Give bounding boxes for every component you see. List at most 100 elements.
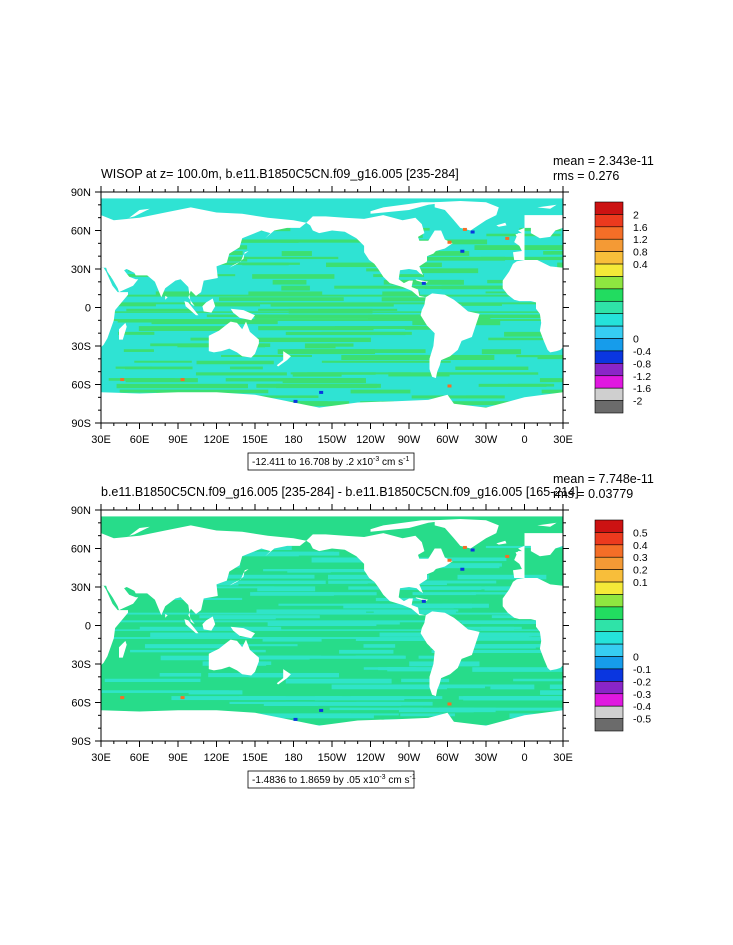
x-tick-label: 150W [318,752,347,764]
field-band [321,360,451,363]
field-band [101,612,563,615]
chart-title: b.e11.B1850C5CN.f09_g16.005 [235-284] - … [101,485,579,499]
land-mask [671,640,721,676]
field-band [235,626,282,631]
colorbar-box [594,288,624,302]
map-panel-bottom: b.e11.B1850C5CN.f09_g16.005 [235-284] - … [71,472,721,789]
colorbar-box [594,631,624,645]
field-band [401,557,507,562]
field-band [119,389,200,393]
field-band [134,360,192,363]
land-mask [563,392,733,423]
x-tick-label: 120E [204,752,230,764]
field-band [101,629,563,631]
land-mask [434,201,499,231]
colorbar-box [594,201,624,215]
x-tick-label: 60E [130,752,150,764]
x-tick-label: 90W [398,434,421,446]
land-mask [208,321,259,358]
field-band [430,644,536,649]
field-hotspot [460,249,465,253]
field-band [160,655,241,661]
field-band [258,326,374,331]
land-mask [229,251,249,268]
field-hotspot [75,215,79,218]
colorbar-box [594,519,624,533]
field-band [412,592,476,596]
land-mask [129,526,150,536]
field-band [196,360,274,365]
land-mask [537,522,557,527]
field-band [124,366,193,370]
land-mask [101,192,563,199]
colorbar-box [594,668,624,682]
field-hotspot [447,384,452,388]
field-band [540,690,563,695]
field-hotspot [319,708,324,712]
field-hotspot [75,533,79,536]
colorbar-box [594,556,624,570]
colorbar-box [594,618,624,633]
colorbar-box [594,718,624,732]
field-band [478,383,547,387]
field-band [285,701,402,706]
y-tick-label: 90N [71,505,91,517]
y-tick-label: 30S [71,341,91,353]
colorbar-label: -1.6 [633,383,651,395]
field-hotspot [460,567,465,571]
land-mask [496,222,507,227]
colorbar-label: -0.5 [633,714,651,726]
field-hotspot [447,558,452,562]
colorbar-label: 0.5 [633,527,648,539]
y-tick-label: 0 [85,303,91,315]
field-band [256,383,381,388]
stat-label: mean = 7.748e-11 [553,472,654,486]
field-band [438,707,474,713]
field-band [256,609,367,615]
field-band [281,285,310,291]
field-band [356,701,433,706]
land-mask [370,520,448,532]
colorbar-label: 0.4 [633,259,648,271]
y-tick-label: 60S [71,380,91,392]
field-band [490,684,535,690]
colorbar-label: 2 [633,209,639,221]
field-hotspot [447,240,452,244]
colorbar-label: 1.2 [633,234,648,246]
stat-label: rms = 0.03779 [553,487,633,501]
field-hotspot [180,696,185,700]
land-mask [101,710,563,741]
colorbar-box [594,606,624,620]
range-box [247,770,415,789]
field-band [455,366,529,370]
colorbar-label: -0.4 [633,346,651,358]
colorbar-box [594,643,624,657]
field-band [258,308,398,311]
field-band [285,331,406,336]
field-band [539,378,563,383]
field-band [471,314,563,319]
field-band [200,256,339,260]
land-mask [416,584,424,594]
field-band [190,337,217,341]
land-mask [276,351,291,367]
land-mask [420,611,480,697]
colorbar-label: 0.1 [633,577,648,589]
field-hotspot [120,378,125,382]
field-band [360,580,497,584]
field-band [159,672,202,677]
range-box [247,452,415,471]
field-band [363,644,396,648]
field-hotspot [462,227,467,231]
colorbar-box [594,300,624,315]
colorbar-box [594,251,624,265]
field-band [212,574,315,579]
field-band [431,649,546,653]
field-band [307,372,376,375]
land-mask [537,204,557,209]
field-hotspot [180,378,185,382]
field-band [150,632,241,638]
field-band [182,586,275,589]
land-mask [693,627,717,639]
land-mask [75,523,94,527]
